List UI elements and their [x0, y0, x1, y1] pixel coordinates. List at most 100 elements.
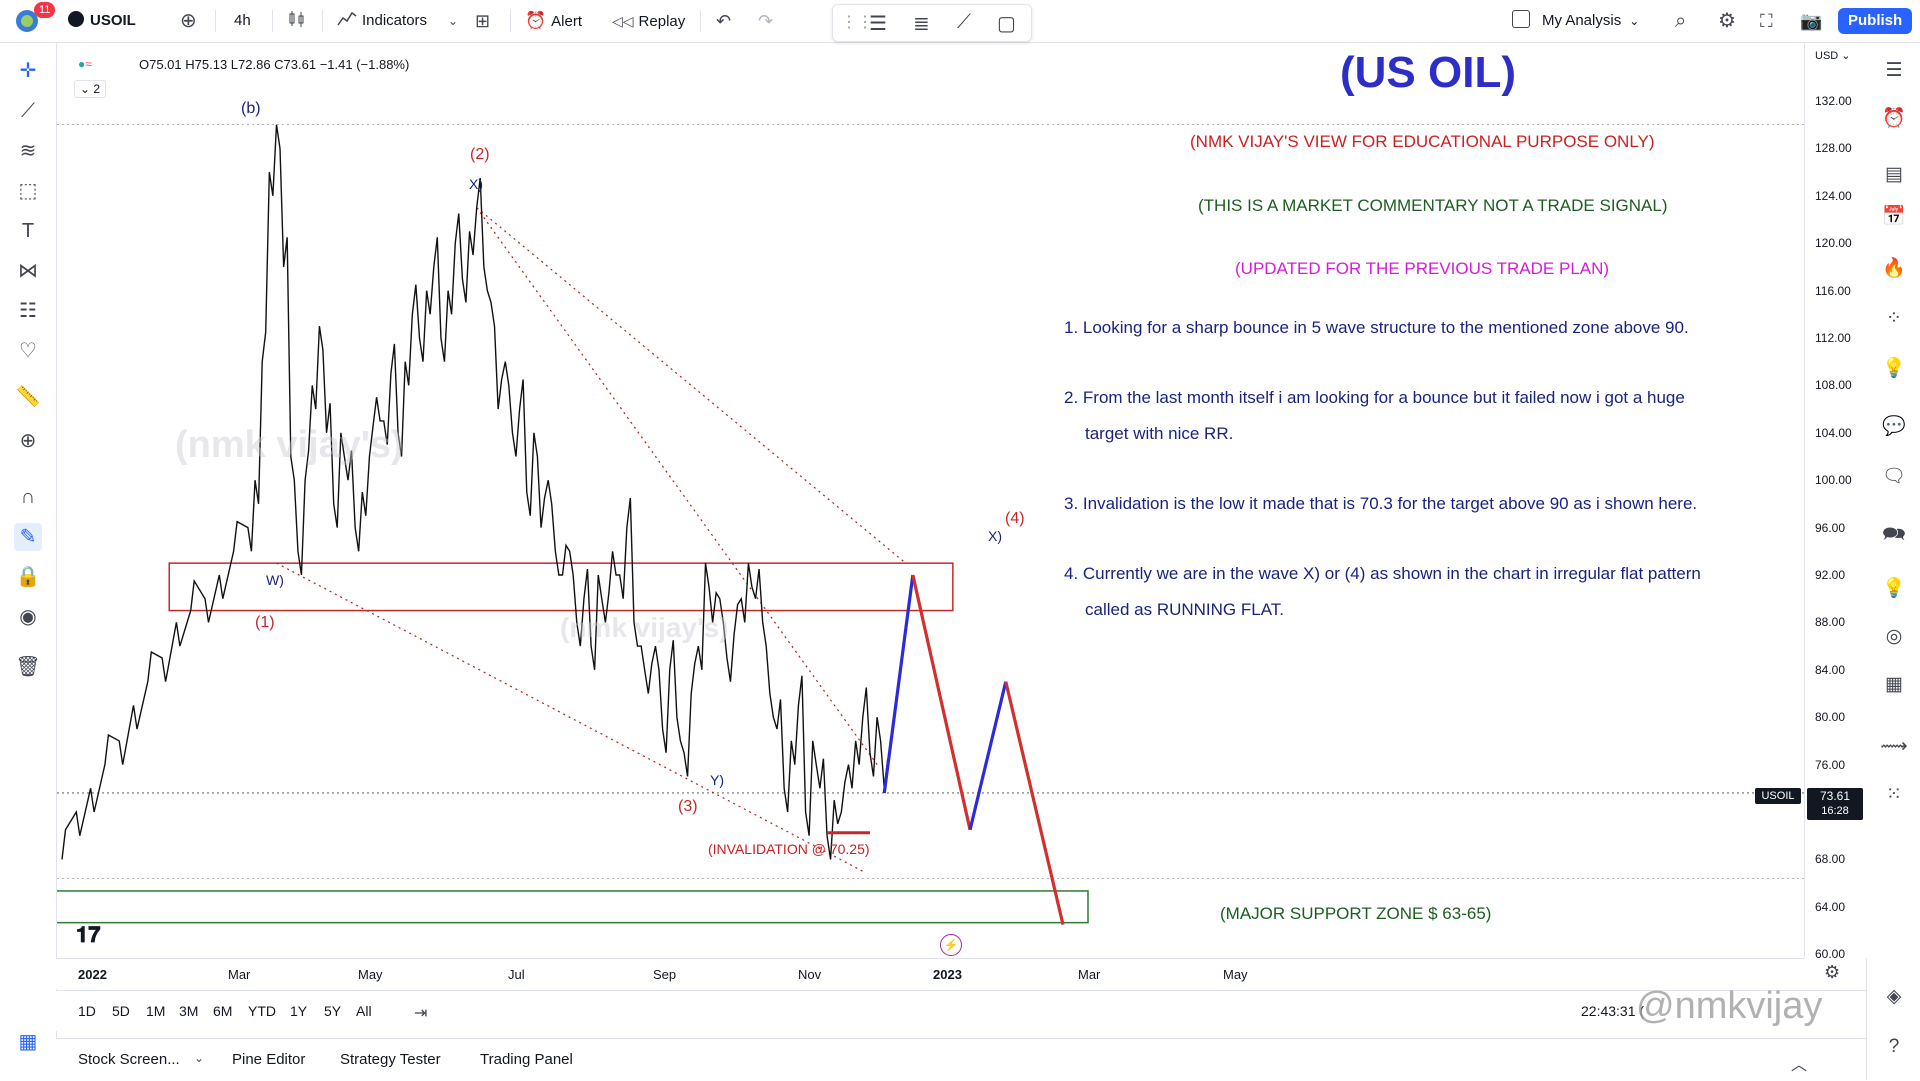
alert-button[interactable]: ⏰ Alert [525, 8, 582, 34]
chart-pane[interactable] [57, 43, 1804, 958]
range-button-3m[interactable]: 3M [179, 1003, 199, 1019]
range-button-1m[interactable]: 1M [146, 1003, 166, 1019]
drag-handle-icon[interactable]: ⋮⋮ [841, 14, 873, 31]
trash-icon[interactable]: 🗑 [15, 656, 41, 678]
bottom-tab[interactable]: Stock Screen... [78, 1051, 180, 1068]
replay-button[interactable]: ◁◁ Replay [612, 8, 685, 34]
avatar[interactable]: 11 [14, 2, 56, 34]
time-tick-label: Mar [1078, 967, 1101, 982]
symbol-search-button[interactable]: USOIL [68, 8, 136, 34]
chat-icon[interactable]: 💬 [1882, 416, 1906, 437]
interval-button[interactable]: 4h [234, 12, 251, 29]
layout-name: My Analysis [1542, 12, 1622, 29]
bottom-tab[interactable]: Strategy Tester [340, 1051, 441, 1068]
publish-button[interactable]: Publish [1838, 8, 1913, 34]
currency-label[interactable]: USD ⌄ [1815, 50, 1851, 62]
dots-grid-icon[interactable]: ⁙ [1886, 784, 1902, 805]
range-button-1d[interactable]: 1D [78, 1003, 96, 1019]
candle-type-icon[interactable] [287, 8, 307, 34]
trend-line-icon[interactable]: ⟋ [957, 11, 971, 33]
fullscreen-icon[interactable]: ⛶ [1760, 11, 1773, 31]
range-button-ytd[interactable]: YTD [248, 1003, 276, 1019]
time-tick-label: Nov [798, 967, 822, 982]
range-button-all[interactable]: All [356, 1003, 372, 1019]
wave-icon: ≈ [85, 57, 92, 71]
redo-icon[interactable]: ↷ [758, 11, 774, 31]
lock-icon[interactable]: 🔒 [15, 566, 41, 588]
price-chart[interactable] [57, 43, 1804, 958]
grid-dots-icon[interactable]: ⁘ [1886, 308, 1902, 329]
hotlist-flame-icon[interactable]: 🔥 [1882, 258, 1906, 279]
price-tick-label: 116.00 [1815, 283, 1851, 298]
search-icon[interactable]: ⌕ [1675, 10, 1687, 32]
lines-icon[interactable]: ☰ [869, 13, 887, 35]
wave-label-4: (4) [1005, 510, 1025, 527]
support-zone-label: (MAJOR SUPPORT ZONE $ 63-65) [1220, 904, 1492, 923]
news-icon[interactable]: ▤ [1885, 164, 1903, 185]
symbol-label: USOIL [90, 12, 136, 29]
event-flash-icon[interactable]: ⚡ [940, 934, 962, 956]
clock-display[interactable]: 22:43:31 ( [1581, 1003, 1645, 1019]
layers-icon[interactable]: ◈ [1886, 986, 1902, 1007]
camera-icon[interactable]: 📷 [1800, 11, 1823, 31]
indicators-button[interactable]: Indicators [337, 8, 427, 34]
eye-icon[interactable]: ◉ [19, 606, 37, 628]
prediction-icon[interactable]: ☷ [19, 300, 37, 322]
trend-line-icon[interactable]: ⟋ [21, 100, 35, 122]
goto-date-icon[interactable]: ⇥ [414, 1005, 428, 1022]
legend-collapse-button[interactable]: ⌄ 2 [74, 80, 107, 98]
layout-grid-icon[interactable]: ⊞ [475, 11, 491, 31]
signal-icon[interactable]: ⟿ [1880, 736, 1908, 757]
axis-settings-gear-icon[interactable]: ⚙ [1824, 962, 1841, 982]
magnet-icon[interactable]: ∩ [20, 486, 36, 508]
zoom-icon[interactable]: ⊕ [19, 430, 37, 452]
ruler-icon[interactable]: 📏 [15, 386, 41, 408]
rectangle-icon[interactable]: ▢ [997, 13, 1016, 35]
notification-badge: 11 [34, 2, 56, 18]
messages-icon[interactable]: 🗪 [1882, 524, 1906, 545]
layout-menu-button[interactable]: My Analysis ⌄ [1512, 8, 1639, 34]
legend-toggle[interactable]: ●≈ [78, 55, 108, 73]
streams-icon[interactable]: 🗨 [1881, 466, 1907, 487]
range-button-6m[interactable]: 6M [213, 1003, 233, 1019]
range-button-1y[interactable]: 1Y [290, 1003, 308, 1019]
gear-icon[interactable]: ⚙ [1718, 10, 1736, 32]
parallel-channel-icon[interactable]: ≣ [913, 13, 930, 35]
compare-plus-icon[interactable]: ⊕ [180, 10, 197, 32]
support-zone [57, 890, 1089, 924]
wave-label-b: (b) [241, 100, 261, 117]
favorites-heart-icon[interactable]: ♡ [19, 340, 37, 362]
undo-icon[interactable]: ↶ [716, 11, 732, 31]
watchlist-icon[interactable]: ☰ [1885, 60, 1903, 81]
pattern-icon[interactable]: ⋈ [18, 260, 38, 282]
broadcast-icon[interactable]: ◎ [1885, 626, 1903, 647]
crosshair-icon[interactable]: ✛ [19, 60, 37, 82]
object-tree-icon[interactable]: ▦ [18, 1031, 38, 1053]
bar-countdown: 16:28 [1821, 805, 1849, 817]
fib-icon[interactable]: ≋ [19, 140, 37, 162]
chevron-down-icon[interactable]: ⌄ [194, 1051, 205, 1065]
range-button-5y[interactable]: 5Y [324, 1003, 342, 1019]
chevron-down-icon[interactable]: ⌄ [448, 14, 459, 28]
channel-lower-line [276, 562, 864, 872]
chevron-up-icon[interactable]: ︿ [1791, 1057, 1808, 1074]
help-icon[interactable]: ? [1888, 1036, 1900, 1057]
time-tick-label: 2023 [933, 967, 962, 982]
time-axis[interactable]: 2022 Mar May Jul Sep Nov 2023 Mar May [56, 958, 1804, 989]
price-tick-label: 68.00 [1815, 852, 1846, 867]
bottom-tab[interactable]: Pine Editor [232, 1051, 306, 1068]
ideas-bulb-icon[interactable]: 💡 [1882, 358, 1906, 379]
calendar-icon[interactable]: 📅 [1882, 206, 1906, 227]
bottom-tab[interactable]: Trading Panel [480, 1051, 573, 1068]
shapes-icon[interactable]: ⬚ [18, 180, 38, 202]
calculator-icon[interactable]: ▦ [1885, 674, 1903, 695]
range-button-5d[interactable]: 5D [112, 1003, 130, 1019]
notification-bulb-icon[interactable]: 💡 [1882, 578, 1906, 599]
projection-blue_up [882, 574, 915, 794]
alerts-clock-icon[interactable]: ⏰ [1882, 108, 1906, 129]
text-icon[interactable]: T [21, 220, 35, 242]
last-price-tag: 73.61 16:28 [1807, 788, 1863, 820]
pencil-lock-icon[interactable]: ✎ [14, 523, 42, 551]
author-watermark: @nmkvijay [1636, 985, 1823, 1027]
price-scale[interactable]: USD ⌄ 132.00 128.00 124.00 120.00 116.00 112.… [1755, 43, 1867, 961]
